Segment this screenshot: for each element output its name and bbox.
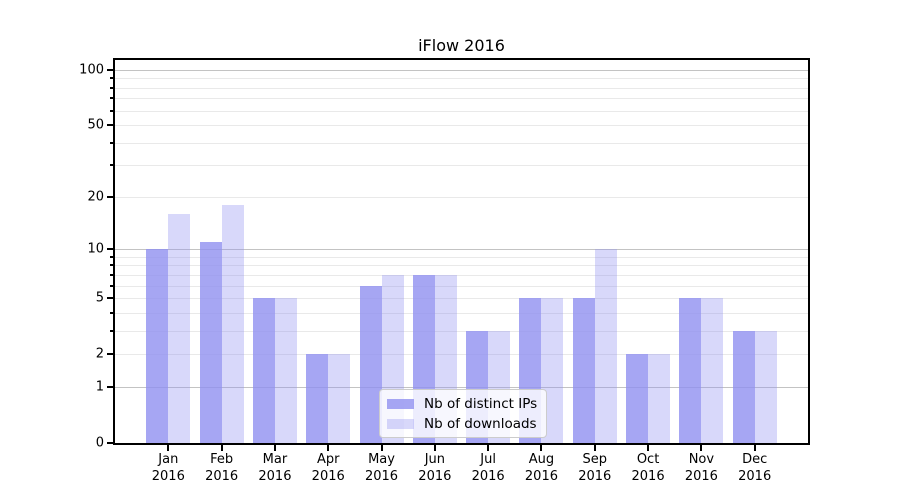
bar-distinct-ips [252,298,275,443]
bar-downloads [701,298,724,443]
bar-distinct-ips [199,242,222,443]
gridline-minor [115,285,808,287]
x-tick-label: May 2016 [364,452,399,484]
gridline-minor [115,142,808,144]
gridline-minor [115,256,808,258]
gridline-minor [115,165,808,167]
bar-distinct-ips [679,298,702,443]
bar-downloads [594,249,617,443]
bar-downloads [648,354,671,443]
y-tick-label: 2 [95,346,104,362]
legend-label-downloads: Nb of downloads [424,415,537,432]
bar-downloads [168,213,191,443]
x-tick-label: Jan 2016 [151,452,185,484]
x-tick-label: Mar 2016 [258,452,292,484]
x-tick-mark [327,445,330,451]
bar-distinct-ips [626,354,649,443]
gridline-minor [115,125,808,127]
bar-downloads [754,330,777,443]
bar-distinct-ips [306,354,329,443]
y-tick-label: 0 [95,435,104,451]
x-tick-mark [487,445,490,451]
gridline-minor [115,98,808,100]
x-tick-mark [540,445,543,451]
x-tick-mark [647,445,650,451]
y-tick-label: 100 [79,62,104,78]
bar-downloads [274,298,297,443]
y-tick-label: 10 [87,241,104,257]
gridline-minor [115,274,808,276]
x-tick-label: Jun 2016 [418,452,452,484]
x-tick-mark [273,445,276,451]
gridline-minor [115,196,808,198]
legend-label-distinct-ips: Nb of distinct IPs [424,395,538,412]
gridline-minor [115,87,808,89]
bar-distinct-ips [359,285,382,443]
x-tick-label: Dec 2016 [738,452,772,484]
x-tick-mark [220,445,223,451]
x-tick-label: Sep 2016 [578,452,612,484]
x-tick-label: Apr 2016 [311,452,345,484]
y-tick-label: 5 [95,290,104,306]
chart-title: iFlow 2016 [418,36,505,55]
x-tick-label: Oct 2016 [631,452,665,484]
gridline-minor [115,330,808,332]
gridline-minor [115,298,808,300]
x-tick-label: Nov 2016 [684,452,718,484]
x-tick-label: Jul 2016 [471,452,505,484]
gridline-minor [115,110,808,112]
gridline-minor [115,312,808,314]
bar-downloads [221,204,244,443]
gridline-minor [115,265,808,267]
bar-distinct-ips [732,330,755,443]
bar-downloads [328,354,351,443]
legend-item-distinct-ips: Nb of distinct IPs [387,396,546,412]
x-tick-mark [753,445,756,451]
gridline-minor [115,78,808,80]
x-tick-label: Aug 2016 [524,452,558,484]
gridline-major [115,386,808,388]
x-tick-mark [700,445,703,451]
legend-item-downloads: Nb of downloads [387,416,546,432]
bar-distinct-ips [572,298,595,443]
y-tick-label: 50 [87,117,104,133]
legend-swatch-distinct-ips [387,398,414,409]
y-tick-label: 1 [95,379,104,395]
gridline-minor [115,354,808,356]
legend: Nb of distinct IPs Nb of downloads [379,389,547,438]
y-tick-label: 20 [87,189,104,205]
legend-swatch-downloads [387,418,414,429]
plot-area [113,58,810,445]
x-tick-mark [380,445,383,451]
x-tick-mark [433,445,436,451]
x-tick-mark [167,445,170,451]
bar-distinct-ips [146,249,169,443]
gridline-major [115,249,808,251]
x-tick-mark [593,445,596,451]
gridline-major [115,69,808,71]
x-tick-label: Feb 2016 [205,452,239,484]
